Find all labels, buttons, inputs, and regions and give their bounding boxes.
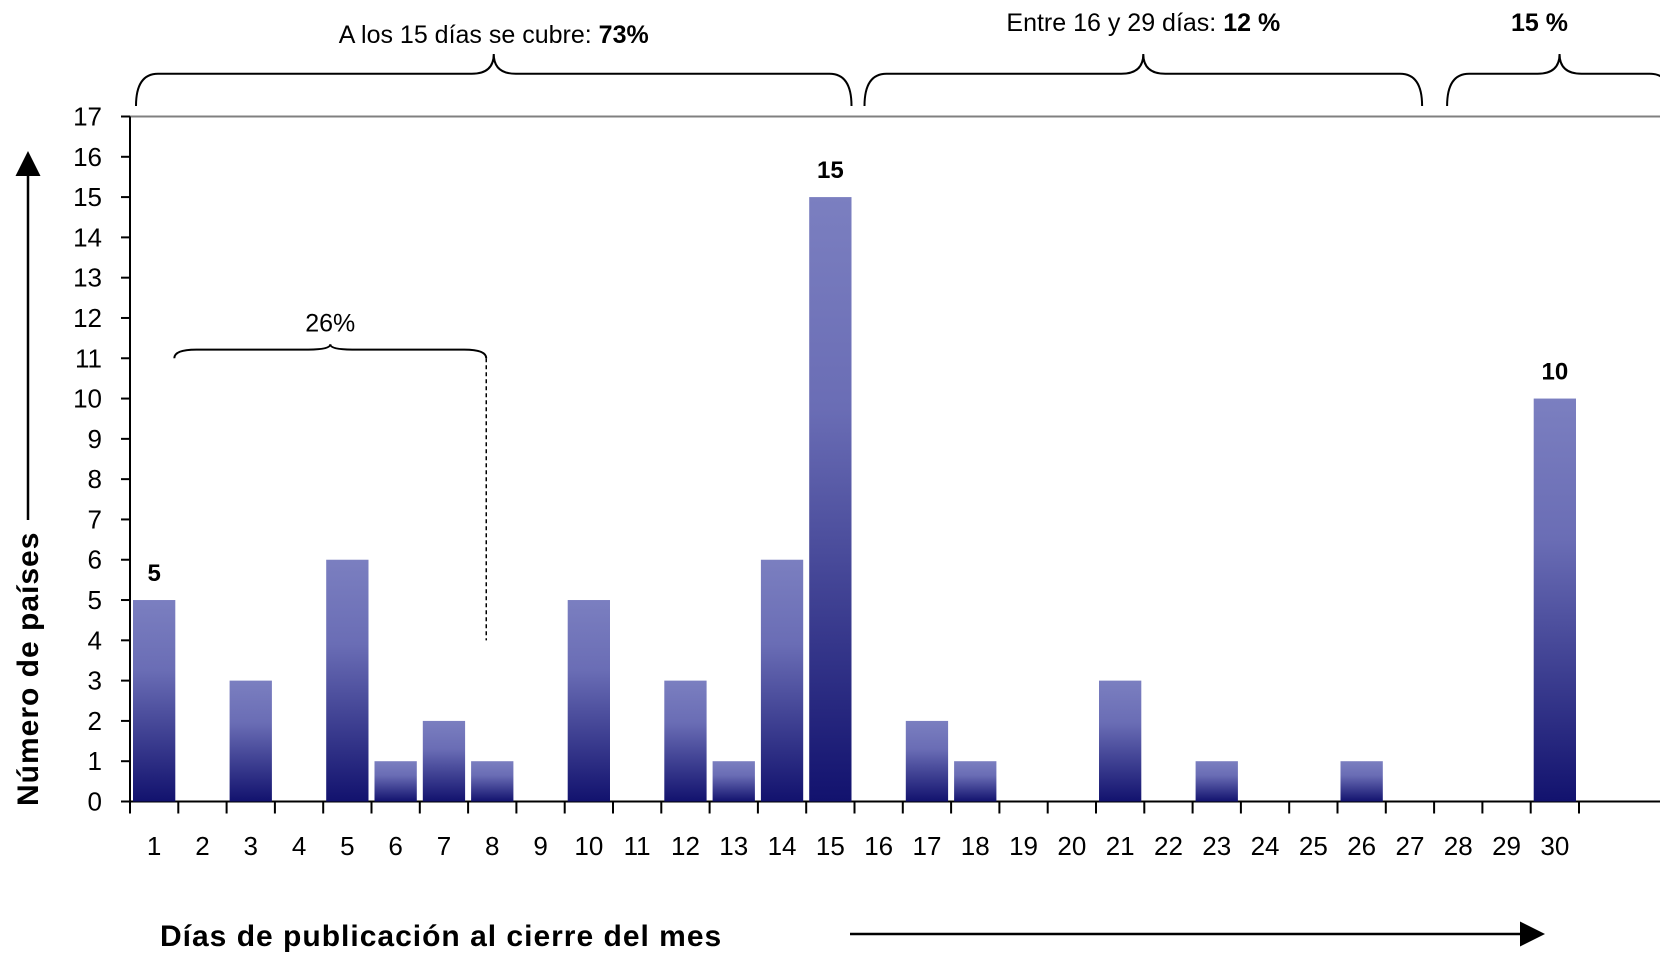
y-tick-label: 12 — [73, 303, 102, 333]
brace-1-8 — [173, 344, 488, 359]
x-tick-label: 12 — [671, 831, 700, 861]
y-tick-label: 10 — [73, 384, 102, 414]
bar-13 — [712, 761, 755, 802]
data-label-15: 15 — [817, 157, 844, 184]
x-tick-label: 29 — [1492, 831, 1521, 861]
y-tick-label: 13 — [73, 263, 102, 293]
brace-28-30 — [1446, 53, 1660, 107]
annotation-1-8: 26% — [305, 309, 355, 337]
x-tick-label: 23 — [1202, 831, 1231, 861]
x-tick-label: 25 — [1299, 831, 1328, 861]
x-tick-label: 17 — [912, 831, 941, 861]
bar-3 — [229, 680, 272, 802]
bar-14 — [760, 559, 804, 802]
y-tick-label: 14 — [73, 222, 102, 252]
x-tick-label: 22 — [1154, 831, 1183, 861]
y-tick-label: 17 — [73, 102, 102, 132]
y-tick-label: 7 — [88, 504, 102, 534]
y-tick-label: 1 — [88, 746, 102, 776]
x-tick-label: 21 — [1106, 831, 1135, 861]
x-tick-label: 18 — [961, 831, 990, 861]
x-tick-label: 1 — [147, 831, 161, 861]
bar-18 — [954, 761, 997, 802]
x-tick-label: 7 — [437, 831, 451, 861]
y-axis-title: Número de países — [12, 532, 45, 806]
x-tick-label: 20 — [1057, 831, 1086, 861]
bar-15 — [809, 197, 852, 802]
annotation-16-27: Entre 16 y 29 días: 12 % — [1006, 9, 1280, 37]
y-tick-label: 15 — [73, 182, 102, 212]
bar-23 — [1195, 761, 1238, 802]
x-tick-label: 19 — [1009, 831, 1038, 861]
x-tick-label: 6 — [388, 831, 402, 861]
x-axis-title: Días de publicación al cierre del mes — [160, 920, 722, 953]
x-tick-label: 10 — [574, 831, 603, 861]
labels: 5 15 10 — [147, 157, 1568, 587]
y-tick-label: 9 — [88, 424, 102, 454]
brace-1-15 — [135, 53, 853, 107]
x-tick-label: 3 — [244, 831, 258, 861]
y-tick-label: 0 — [88, 787, 102, 817]
x-tick-label: 24 — [1251, 831, 1280, 861]
x-tick-label: 8 — [485, 831, 499, 861]
x-tick-label: 27 — [1395, 831, 1424, 861]
y-tick-label: 3 — [88, 666, 102, 696]
y-tick-label: 16 — [73, 142, 102, 172]
x-tick-label: 11 — [624, 831, 651, 861]
data-label-30: 10 — [1541, 359, 1568, 386]
annotation-28-30: 15 % — [1511, 9, 1568, 37]
data-label-1: 5 — [147, 560, 160, 587]
bar-8 — [471, 761, 514, 802]
y-tick-label: 11 — [75, 343, 102, 373]
y-tick-label: 4 — [88, 625, 102, 655]
x-tick-label: 16 — [864, 831, 893, 861]
bars — [133, 197, 1576, 802]
bar-10 — [567, 600, 610, 802]
y-tick-label: 5 — [88, 585, 102, 615]
x-tick-label: 13 — [719, 831, 748, 861]
bar-6 — [374, 761, 417, 802]
y-tick-label: 8 — [88, 464, 102, 494]
x-tick-label: 30 — [1540, 831, 1569, 861]
y-tick-label: 6 — [88, 545, 102, 575]
bar-7 — [422, 720, 466, 802]
x-tick-label: 14 — [768, 831, 797, 861]
x-tick-label: 26 — [1347, 831, 1376, 861]
x-tick-label: 28 — [1444, 831, 1473, 861]
brace-16-27 — [863, 53, 1424, 107]
x-tick-label: 9 — [533, 831, 547, 861]
bar-17 — [905, 720, 949, 802]
x-tick-label: 5 — [340, 831, 354, 861]
x-tick-label: 4 — [292, 831, 306, 861]
bar-30 — [1533, 398, 1576, 802]
bar-1 — [133, 600, 176, 802]
x-tick-label: 2 — [195, 831, 209, 861]
x-tick-label: 15 — [816, 831, 845, 861]
bar-12 — [664, 680, 707, 802]
annotations: A los 15 días se cubre: 73% Entre 16 y 29… — [135, 9, 1660, 641]
bar-21 — [1099, 680, 1142, 802]
bar-5 — [326, 559, 369, 802]
annotation-1-15: A los 15 días se cubre: 73% — [339, 21, 649, 49]
y-tick-label: 2 — [88, 706, 102, 736]
bar-26 — [1340, 761, 1383, 802]
